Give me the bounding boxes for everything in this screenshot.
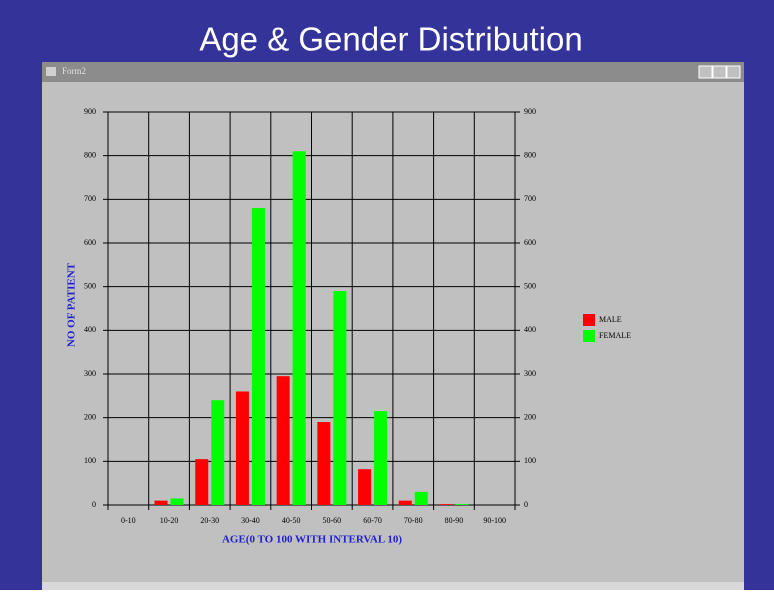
window-bottom — [42, 582, 744, 590]
x-tick-label: 30-40 — [241, 516, 260, 525]
y2-tick-label: 300 — [524, 369, 536, 378]
bar — [414, 491, 428, 505]
close-button[interactable] — [726, 65, 741, 79]
bar — [211, 400, 225, 505]
bar — [317, 422, 331, 505]
x-tick-label: 70-80 — [404, 516, 423, 525]
window-icon — [46, 67, 56, 76]
x-tick-label: 90-100 — [483, 516, 506, 525]
y-axis-label: NO OF PATIENT — [66, 262, 78, 347]
y-tick-label: 100 — [84, 456, 96, 465]
x-tick-label: 20-30 — [200, 516, 219, 525]
bar — [374, 411, 388, 505]
y-tick-label: 700 — [84, 194, 96, 203]
bar — [292, 151, 306, 506]
bar — [398, 500, 412, 505]
y2-tick-label: 400 — [524, 325, 536, 334]
bar — [333, 291, 347, 505]
y-tick-label: 500 — [84, 281, 96, 290]
window-title: Form2 — [62, 66, 86, 76]
legend-label: FEMALE — [599, 331, 631, 340]
bar — [195, 459, 209, 505]
y2-tick-label: 800 — [524, 150, 536, 159]
maximize-button[interactable] — [712, 65, 727, 79]
y2-tick-label: 200 — [524, 412, 536, 421]
bar — [170, 498, 184, 505]
window-title-bar — [42, 62, 744, 82]
y-tick-label: 800 — [84, 150, 96, 159]
legend-swatch — [583, 330, 595, 342]
bar — [358, 469, 372, 505]
y-tick-label: 200 — [84, 412, 96, 421]
x-tick-label: 0-10 — [121, 516, 136, 525]
y2-tick-label: 0 — [524, 500, 528, 509]
x-tick-label: 40-50 — [282, 516, 301, 525]
slide-title: Age & Gender Distribution — [199, 21, 582, 58]
x-tick-label: 10-20 — [160, 516, 179, 525]
minimize-button[interactable] — [698, 65, 713, 79]
y-tick-label: 900 — [84, 107, 96, 116]
y2-tick-label: 500 — [524, 281, 536, 290]
legend-swatch — [583, 314, 595, 326]
bar — [455, 504, 469, 505]
x-axis-label: AGE(0 TO 100 WITH INTERVAL 10) — [222, 534, 402, 546]
x-tick-label: 60-70 — [363, 516, 382, 525]
y2-tick-label: 900 — [524, 107, 536, 116]
y2-tick-label: 100 — [524, 456, 536, 465]
legend-label: MALE — [599, 315, 622, 324]
y-tick-label: 400 — [84, 325, 96, 334]
y2-tick-label: 700 — [524, 194, 536, 203]
y2-tick-label: 600 — [524, 238, 536, 247]
bar — [235, 391, 249, 505]
bar — [154, 500, 168, 505]
bar — [276, 376, 290, 505]
y-tick-label: 300 — [84, 369, 96, 378]
bar — [439, 504, 453, 505]
x-tick-label: 80-90 — [445, 516, 464, 525]
bar — [251, 208, 265, 506]
x-tick-label: 50-60 — [323, 516, 342, 525]
y-tick-label: 0 — [92, 500, 96, 509]
y-tick-label: 600 — [84, 238, 96, 247]
